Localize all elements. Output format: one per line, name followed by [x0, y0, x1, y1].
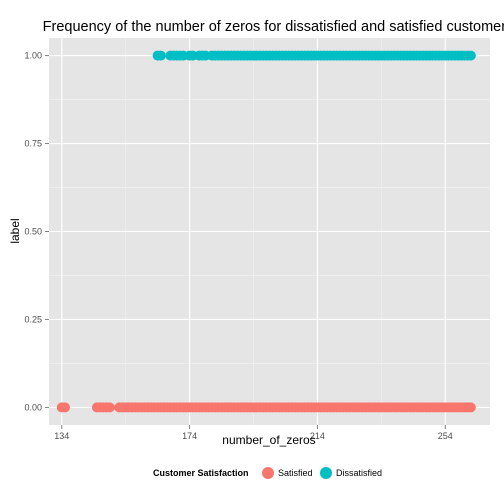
y-tick-label: 0.50: [24, 227, 42, 237]
point-dissatisfied: [465, 50, 476, 61]
legend-label-dissatisfied: Dissatisfied: [336, 468, 382, 478]
y-tick-label: 0.75: [24, 139, 42, 149]
legend-swatch-dissatisfied: [320, 467, 332, 479]
point-satisfied: [59, 402, 70, 413]
legend: Customer Satisfaction Satisfied Dissatis…: [153, 467, 382, 479]
x-tick-label: 254: [438, 431, 453, 441]
legend-title: Customer Satisfaction: [153, 468, 249, 478]
legend-swatch-satisfied: [262, 467, 274, 479]
chart-title: Frequency of the number of zeros for dis…: [43, 19, 504, 35]
x-axis-title: number_of_zeros: [222, 433, 315, 447]
y-axis-title: label: [8, 218, 22, 243]
legend-label-satisfied: Satisfied: [278, 468, 313, 478]
y-tick-label: 0.25: [24, 314, 42, 324]
data-points: [56, 50, 476, 413]
x-tick-label: 214: [310, 431, 325, 441]
y-tick-label: 0.00: [24, 402, 42, 412]
grid-lines: [49, 38, 490, 425]
axis-ticks: 134 174 214 254 0.00 0.25 0.50 0.75 1.00: [24, 51, 452, 441]
point-satisfied: [465, 402, 476, 413]
x-tick-label: 174: [182, 431, 197, 441]
point-dissatisfied: [155, 50, 166, 61]
point-satisfied: [104, 402, 115, 413]
x-tick-label: 134: [54, 431, 69, 441]
y-tick-label: 1.00: [24, 51, 42, 61]
